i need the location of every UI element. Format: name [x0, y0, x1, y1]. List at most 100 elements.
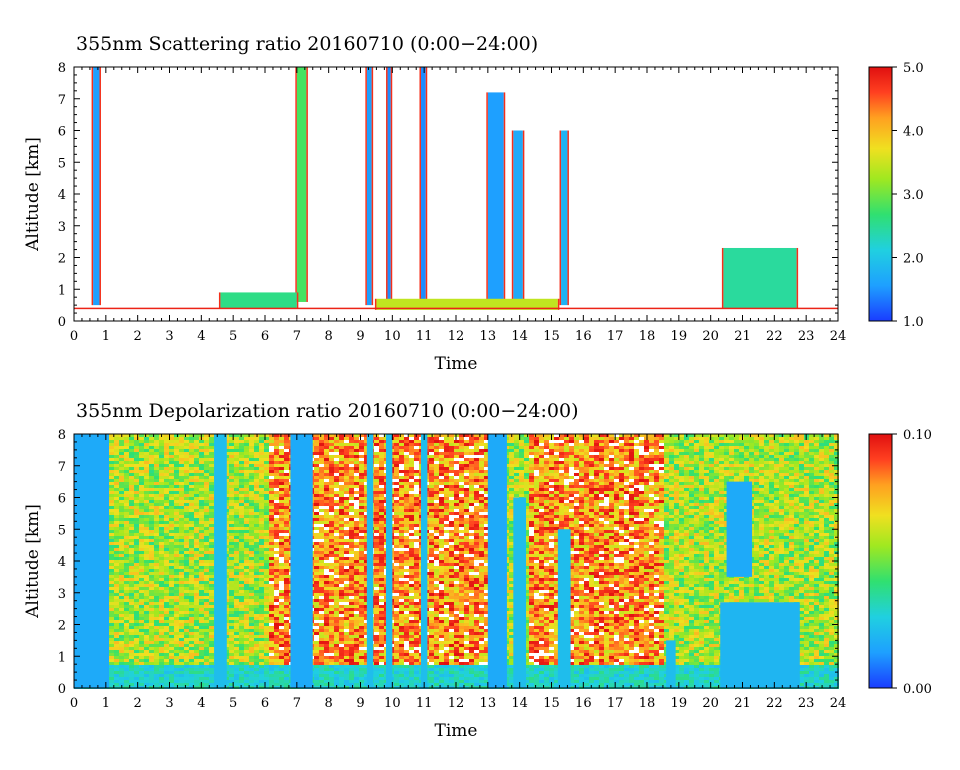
x-tick-label: 5 [229, 696, 237, 711]
heatmap-feature-column [365, 67, 374, 306]
y-tick: 7 [58, 441, 838, 475]
x-tick-label: 21 [734, 329, 751, 344]
y-tick-label: 6 [58, 125, 66, 140]
x-tick-label: 12 [448, 696, 465, 711]
x-tick-label: 17 [607, 696, 624, 711]
heatmap-feature-column [726, 481, 753, 577]
x-tick: 14 [511, 67, 545, 344]
y-tick: 4 [58, 536, 838, 570]
x-tick-label: 9 [356, 329, 364, 344]
x-axis-label: Time [435, 721, 478, 741]
heatmap-feature-layer [74, 307, 838, 310]
x-tick: 0 [70, 67, 99, 344]
y-tick-label: 0 [58, 315, 66, 330]
x-tick-label: 12 [448, 329, 465, 344]
colorbar-ticks: 1.0 2.0 3.0 4.0 5.0 [892, 61, 924, 330]
x-tick: 22 [766, 434, 799, 711]
y-tick-label: 2 [58, 252, 66, 267]
x-tick-label: 2 [134, 329, 142, 344]
y-tick: 5 [58, 137, 838, 171]
x-tick: 22 [766, 67, 799, 344]
y-tick-label: 2 [58, 619, 66, 634]
heatmap-feature-column [559, 130, 569, 306]
colorbar-ticks: 0.00 0.10 [892, 428, 932, 697]
y-ticks: 0 1 2 3 4 5 6 7 8 [58, 61, 838, 330]
heatmap-feature-column [214, 434, 227, 688]
x-tick-label: 1 [102, 696, 110, 711]
y-axis-label: Altitude [km] [23, 137, 43, 252]
x-tick: 20 [702, 67, 736, 344]
heatmap-feature-column [386, 67, 393, 306]
x-tick-label: 0 [70, 696, 78, 711]
x-tick-label: 21 [734, 696, 751, 711]
heatmap-feature-column [720, 602, 800, 688]
y-tick-label: 1 [58, 283, 66, 298]
y-tick: 1 [58, 631, 838, 665]
colorbar-tick-label: 2.0 [903, 252, 924, 267]
x-tick-label: 8 [325, 329, 333, 344]
x-tick-label: 0 [70, 329, 78, 344]
heatmap-feature-column [557, 529, 571, 688]
y-tick-label: 5 [58, 523, 66, 538]
x-tick-label: 11 [416, 329, 433, 344]
x-tick: 9 [356, 67, 385, 344]
x-tick: 23 [798, 67, 831, 344]
x-tick: 0 [70, 434, 99, 711]
y-tick-label: 6 [58, 492, 66, 507]
x-tick-label: 4 [197, 696, 205, 711]
y-tick: 3 [58, 201, 838, 235]
x-tick: 7 [293, 434, 322, 711]
y-tick: 3 [58, 568, 838, 602]
x-tick: 7 [293, 67, 322, 344]
x-tick: 10 [384, 67, 417, 344]
y-tick-label: 4 [58, 188, 66, 203]
x-tick: 5 [229, 434, 258, 711]
x-tick: 21 [734, 67, 767, 344]
colorbar-tick-label: 3.0 [903, 188, 924, 203]
x-tick-label: 1 [102, 329, 110, 344]
x-tick: 13 [480, 67, 513, 344]
heatmap-feature-column [513, 497, 527, 688]
y-tick-label: 1 [58, 650, 66, 665]
x-ticks: 0 1 2 3 4 5 6 7 8 9 10 11 12 13 14 15 16 17 18 19 20 21 22 23 24 [70, 67, 846, 344]
heatmap-feature-column [666, 640, 676, 688]
x-axis-label: Time [435, 354, 478, 374]
heatmap-feature-column [385, 434, 393, 688]
x-tick-label: 13 [480, 329, 497, 344]
heatmap-feature-column [486, 92, 506, 306]
x-tick: 20 [702, 434, 736, 711]
x-tick: 10 [384, 434, 417, 711]
scattering-ratio-panel: 355nm Scattering ratio 20160710 (0:00−24… [23, 33, 924, 374]
x-tick: 14 [511, 434, 545, 711]
colorbar-tick-label: 4.0 [903, 125, 924, 140]
x-tick: 23 [798, 434, 831, 711]
x-tick-label: 18 [639, 329, 656, 344]
x-tick-label: 11 [416, 696, 433, 711]
heatmap-feature-column [290, 434, 313, 688]
x-tick-label: 15 [543, 329, 560, 344]
x-tick-label: 16 [575, 696, 592, 711]
x-tick-label: 4 [197, 329, 205, 344]
y-tick-label: 7 [58, 93, 66, 108]
heatmap-feature-column [295, 67, 308, 302]
x-tick: 8 [325, 434, 354, 711]
x-tick-label: 23 [798, 329, 815, 344]
y-tick: 0 [58, 296, 838, 330]
colorbar [868, 433, 893, 689]
x-tick-label: 18 [639, 696, 656, 711]
x-tick: 6 [261, 434, 290, 711]
y-tick-label: 3 [58, 587, 66, 602]
x-tick: 5 [229, 67, 258, 344]
x-tick: 9 [356, 434, 385, 711]
x-tick-label: 20 [702, 329, 719, 344]
y-tick-label: 4 [58, 555, 66, 570]
x-tick: 24 [830, 434, 846, 711]
x-tick-label: 19 [671, 696, 688, 711]
x-tick-label: 13 [480, 696, 497, 711]
x-tick: 19 [671, 67, 704, 344]
x-tick-label: 14 [511, 696, 528, 711]
chart-title: 355nm Scattering ratio 20160710 (0:00−24… [76, 33, 538, 55]
colorbar-tick: 4.0 [892, 125, 924, 140]
x-tick: 24 [830, 67, 846, 344]
x-tick-label: 8 [325, 696, 333, 711]
